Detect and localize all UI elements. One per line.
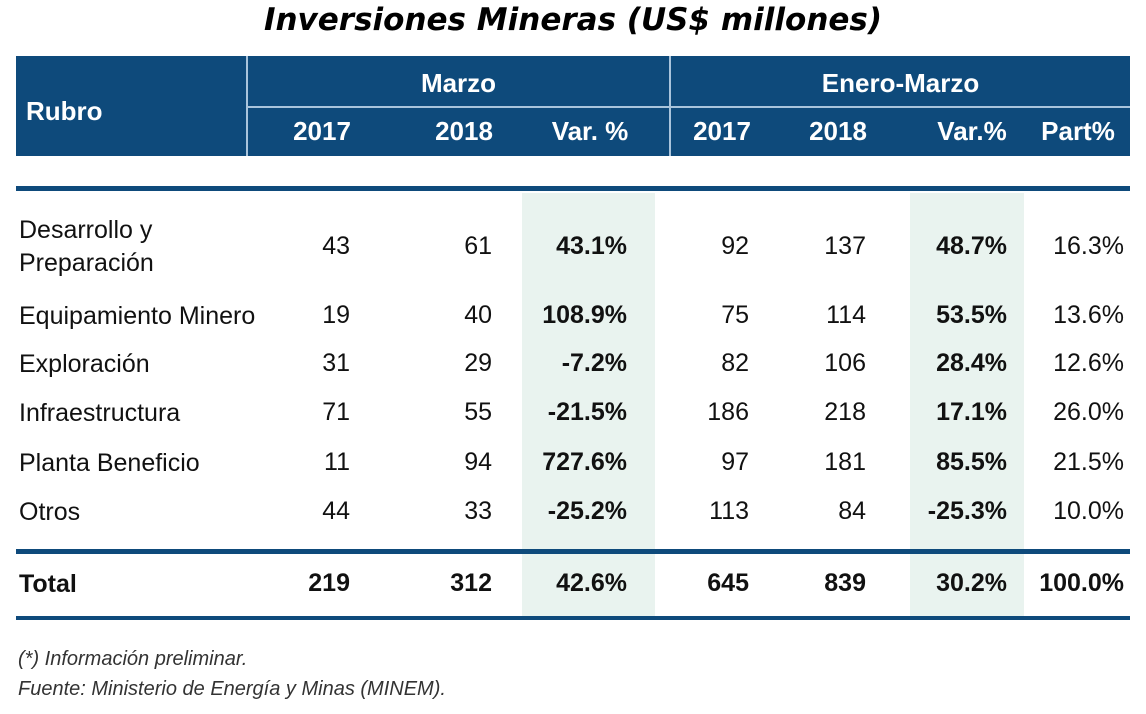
table-cell: 12.6% — [1053, 349, 1124, 377]
header-col: 2017 — [693, 116, 751, 146]
table-cell: 114 — [826, 301, 866, 329]
table-cell: 40 — [464, 301, 492, 329]
source-note: Fuente: Ministerio de Energía y Minas (M… — [18, 678, 446, 700]
table-cell: 94 — [464, 448, 492, 476]
table-cell: 17.1% — [936, 398, 1007, 426]
table-cell: 108.9% — [542, 301, 627, 329]
table-cell: 11 — [324, 448, 350, 476]
row-label: Total — [19, 570, 77, 598]
table-cell: -25.3% — [927, 497, 1007, 525]
header-col: Var. % — [551, 116, 629, 146]
row-label: Infraestructura — [19, 399, 181, 427]
table-cell: -25.2% — [547, 497, 627, 525]
header-marzo: Marzo — [420, 68, 497, 98]
table-cell: 106 — [824, 349, 866, 377]
table-cell: 85.5% — [936, 448, 1007, 476]
table-cell: 33 — [464, 497, 492, 525]
table-cell: 97 — [721, 448, 749, 476]
table-cell: 53.5% — [936, 301, 1007, 329]
divider — [246, 56, 248, 156]
table-cell: 75 — [721, 301, 749, 329]
table-cell: -21.5% — [547, 398, 627, 426]
table-cell: 137 — [824, 232, 866, 260]
table-cell: 312 — [450, 569, 492, 597]
divider — [16, 616, 1130, 620]
header-rubro: Rubro — [26, 96, 103, 126]
table-cell: 218 — [824, 398, 866, 426]
table-cell: 84 — [838, 497, 866, 525]
table-cell: 100.0% — [1039, 569, 1124, 597]
table-cell: 30.2% — [936, 569, 1007, 597]
table-cell: 29 — [464, 349, 492, 377]
table-cell: 219 — [308, 569, 350, 597]
table-cell: 43 — [322, 232, 350, 260]
divider — [16, 186, 1130, 191]
table-cell: -7.2% — [561, 349, 627, 377]
table-title: Inversiones Mineras (US$ millones) — [263, 2, 883, 38]
footnote: (*) Información preliminar. — [18, 648, 248, 670]
table-cell: 43.1% — [556, 232, 627, 260]
divider — [248, 106, 1130, 108]
table-cell: 42.6% — [556, 569, 627, 597]
table-cell: 727.6% — [542, 448, 627, 476]
row-label: Equipamiento Minero — [19, 302, 256, 330]
header-col: Var.% — [937, 116, 1007, 146]
table-cell: 82 — [721, 349, 749, 377]
table-cell: 44 — [322, 497, 350, 525]
table-cell: 186 — [707, 398, 749, 426]
header-col: Part% — [1041, 116, 1115, 146]
header-col: 2018 — [809, 116, 867, 146]
table-cell: 21.5% — [1053, 448, 1124, 476]
row-label: Desarrollo y Preparación — [19, 216, 154, 277]
table-cell: 19 — [322, 301, 350, 329]
table-cell: 13.6% — [1053, 301, 1124, 329]
table-cell: 839 — [824, 569, 866, 597]
highlight-column — [522, 193, 655, 616]
header-col: 2017 — [293, 116, 351, 146]
table-cell: 28.4% — [936, 349, 1007, 377]
table-cell: 61 — [464, 232, 492, 260]
highlight-column — [910, 193, 1024, 616]
table-cell: 26.0% — [1053, 398, 1124, 426]
table-cell: 16.3% — [1053, 232, 1124, 260]
row-label: Otros — [19, 498, 81, 526]
row-label: Planta Beneficio — [19, 449, 200, 477]
table-cell: 71 — [322, 398, 350, 426]
header-enero-marzo: Enero-Marzo — [821, 68, 980, 98]
table-cell: 645 — [707, 569, 749, 597]
table-cell: 10.0% — [1053, 497, 1124, 525]
header-col: 2018 — [435, 116, 493, 146]
table-cell: 55 — [464, 398, 492, 426]
table-cell: 31 — [322, 349, 350, 377]
table-cell: 113 — [709, 497, 749, 525]
table-cell: 181 — [824, 448, 866, 476]
divider — [16, 549, 1130, 554]
table-cell: 92 — [721, 232, 749, 260]
row-label: Exploración — [19, 350, 150, 378]
table-cell: 48.7% — [936, 232, 1007, 260]
